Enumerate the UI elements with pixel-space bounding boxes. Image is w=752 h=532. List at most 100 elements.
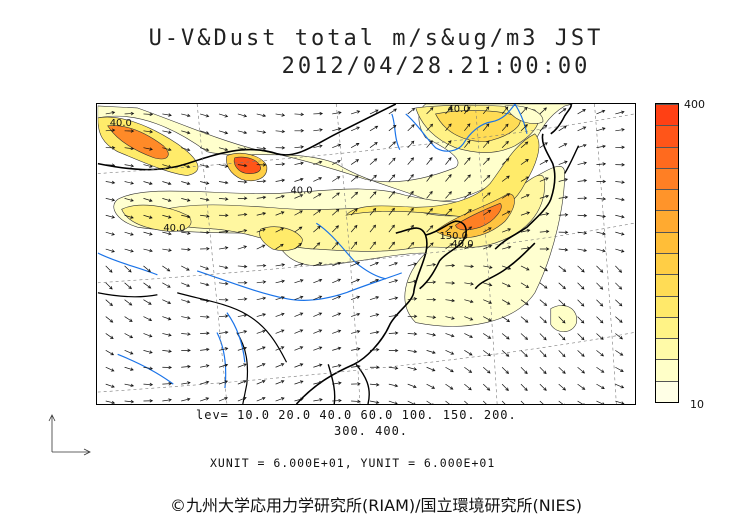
wind-arrow (143, 265, 151, 273)
wind-arrow (445, 263, 456, 268)
wind-arrow (388, 190, 395, 199)
wind-arrow (445, 383, 454, 390)
wind-arrow (388, 108, 397, 115)
wind-arrow (143, 214, 153, 219)
wind-arrow (237, 196, 248, 201)
wind-arrow (501, 140, 509, 148)
wind-arrow (388, 141, 397, 148)
wind-arrow (218, 380, 229, 385)
wind-arrow (558, 299, 566, 307)
wind-arrow (124, 282, 132, 290)
wind-arrow (577, 213, 588, 218)
wind-arrow (332, 160, 341, 165)
wind-arrow (199, 265, 210, 270)
wind-arrow (558, 316, 566, 324)
wind-arrow (162, 265, 171, 272)
wind-arrow (237, 180, 248, 184)
wind-arrow (539, 107, 547, 115)
wind-arrow (539, 142, 548, 148)
wind-arrow (426, 366, 436, 372)
wind-arrow (294, 329, 304, 334)
contour-label: 40.0 (451, 239, 473, 250)
wind-arrow (143, 282, 152, 289)
wind-arrow (520, 246, 531, 250)
wind-arrow (105, 299, 113, 307)
wind-arrow (483, 299, 493, 304)
wind-arrow (615, 400, 625, 404)
wind-arrow (464, 400, 469, 404)
copyright-notice: ©九州大学応用力学研究所(RIAM)/国立環境研究所(NIES) (170, 496, 582, 515)
wind-arrow (256, 130, 267, 134)
wind-arrow (407, 314, 418, 319)
wind-arrow (275, 397, 285, 402)
wind-arrow (162, 181, 172, 186)
wind-arrow (313, 177, 323, 182)
wind-arrow (426, 280, 437, 284)
wind-arrow (615, 333, 623, 340)
wind-arrow (162, 164, 172, 169)
wind-arrow (501, 158, 510, 165)
wind-arrow (162, 365, 173, 370)
wind-arrow (501, 316, 511, 323)
wind-arrow (350, 191, 359, 199)
wind-arrow (162, 316, 172, 321)
wind-arrow (275, 227, 285, 233)
wind-arrow (501, 123, 509, 132)
wind-arrow (426, 297, 437, 302)
wind-arrow (426, 107, 434, 115)
wind-arrow (520, 350, 528, 358)
rivers (97, 104, 528, 389)
wind-arrow (426, 157, 433, 165)
wind-arrow (332, 346, 342, 351)
wind-arrow (407, 241, 415, 250)
wind-arrow (407, 366, 418, 371)
wind-arrow (520, 124, 528, 132)
colorbar-segment (656, 380, 678, 402)
wind-arrow (332, 295, 342, 301)
wind-arrow (181, 265, 190, 271)
wind-arrow (350, 241, 358, 250)
wind-arrow (124, 383, 135, 388)
wind-arrow (218, 164, 229, 168)
wind-arrow (520, 383, 528, 392)
wind-arrow (256, 228, 266, 233)
wind-arrow (426, 242, 434, 250)
wind-arrow (615, 282, 623, 290)
wind-arrow (558, 248, 569, 252)
wind-arrow (482, 157, 490, 165)
wind-arrow (143, 299, 152, 305)
wind-arrow (388, 241, 396, 250)
wind-arrow (615, 248, 625, 253)
colorbar-segment (656, 359, 678, 381)
wind-arrow (143, 316, 153, 322)
wind-arrow (350, 159, 360, 165)
wind-arrow (237, 346, 248, 351)
wind-arrow (200, 282, 210, 287)
wind-arrow (558, 213, 569, 217)
wind-arrow (539, 265, 548, 272)
wind-arrow (275, 263, 286, 267)
wind-arrow (577, 248, 588, 252)
wind-arrow (558, 333, 566, 341)
wind-arrow (577, 109, 586, 115)
wind-arrow (256, 244, 266, 250)
wind-arrow (577, 231, 588, 235)
wind-arrow (426, 315, 437, 319)
wind-arrow (615, 231, 625, 236)
wind-arrow (539, 124, 548, 132)
wind-arrow (445, 225, 453, 233)
wind-arrow (596, 366, 605, 373)
wind-arrow (350, 142, 360, 149)
wind-arrow (313, 346, 323, 351)
wind-arrow (464, 174, 471, 182)
wind-arrow (124, 333, 134, 339)
colorbar-segment (656, 146, 678, 168)
wind-arrow (294, 112, 305, 117)
wind-arrow (218, 229, 229, 234)
wind-arrow (369, 365, 380, 369)
wind-arrow (407, 190, 414, 199)
wind-arrow (369, 109, 379, 115)
wind-arrow (615, 197, 625, 202)
wind-arrow (558, 400, 566, 404)
wind-arrow (218, 281, 229, 286)
